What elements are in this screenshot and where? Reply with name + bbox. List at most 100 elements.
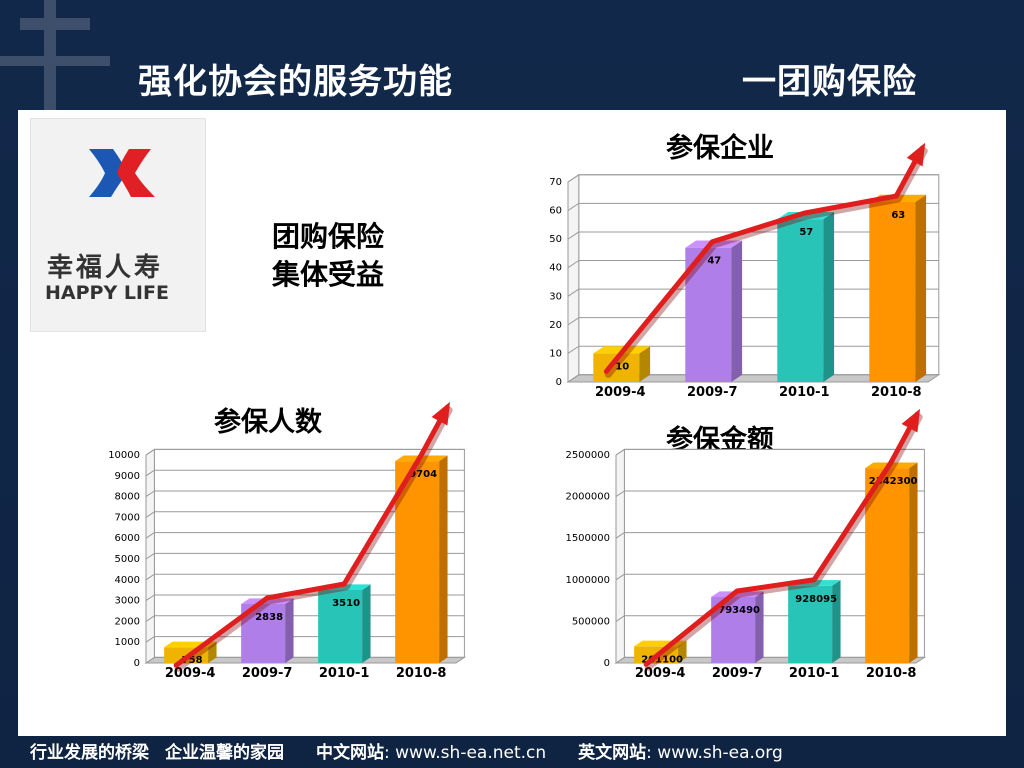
chart-enterprises: 0 10 20 30 40 50 60 70 10 2009-4 47 2009-7 57 2010-1 6… (549, 142, 941, 400)
logo-text-cn: 幸福人寿 (47, 253, 164, 283)
chart-title-insured-people: 参保人数 (214, 407, 322, 438)
bar (865, 468, 910, 663)
slogan-line-1: 团购保险 (272, 220, 385, 253)
gridline-side (615, 532, 625, 539)
y-tick-label: 2000 (115, 616, 140, 627)
gridline-side (567, 288, 580, 297)
gridline-side (567, 345, 580, 354)
footer-tagline-1: 行业发展的桥梁 (30, 743, 149, 763)
y-tick-label: 1000 (115, 637, 140, 648)
gridline-side (567, 202, 580, 211)
bar-value-label: 758 (182, 655, 203, 666)
x-category-label: 2010-1 (779, 385, 830, 400)
y-tick-label: 2500000 (565, 450, 610, 461)
y-tick-label: 30 (549, 291, 562, 302)
chart-insured-people: 0 1000 2000 3000 4000 5000 6000 7000 8000 9000 100… (108, 401, 467, 681)
y-tick-label: 2000000 (565, 492, 610, 503)
y-tick-label: 10 (549, 348, 562, 359)
bar-top (711, 591, 764, 597)
corner-decoration (0, 0, 110, 110)
y-tick-label: 0 (556, 377, 562, 388)
gridline-side (145, 469, 155, 477)
gridline-side (145, 656, 155, 664)
trend-arrow-shadow (644, 413, 923, 671)
x-category-label: 2010-8 (871, 385, 922, 400)
y-tick-label: 0 (134, 658, 140, 669)
footer-en-site-link[interactable]: : www.sh-ea.org (646, 743, 783, 763)
bar (318, 589, 363, 663)
gridline-side (145, 636, 155, 643)
gridline-side (615, 656, 625, 664)
chart-title-enterprises: 参保企业 (666, 133, 774, 164)
gridline-side (615, 448, 625, 456)
trend-arrow-head (901, 408, 921, 433)
y-tick-label: 20 (549, 320, 562, 331)
slogan-line-2: 集体受益 (272, 258, 385, 291)
y-tick-label: 1000000 (565, 575, 610, 586)
bar-value-label: 2838 (255, 612, 283, 623)
trend-arrow-line (603, 145, 925, 374)
bar (788, 585, 833, 663)
happy-life-logo: 幸福人寿 HAPPY LIFE (30, 118, 206, 332)
y-tick-label: 50 (549, 234, 562, 245)
footer-cn-site-label: 中文网站 (316, 743, 384, 763)
bar-value-label: 2342300 (869, 476, 918, 487)
bar-top (685, 240, 743, 248)
x-category-label: 2009-4 (595, 385, 646, 400)
slide-subtitle: 一团购保险 (742, 62, 917, 102)
bar (685, 247, 732, 382)
bar-side (639, 346, 651, 382)
trend-arrow-line (643, 411, 920, 667)
y-tick-label: 6000 (115, 533, 140, 544)
y-tick-label: 3000 (115, 596, 140, 607)
bar-value-label: 928095 (795, 594, 837, 605)
bar-side (208, 641, 217, 663)
slogan: 团购保险 集体受益 (272, 218, 384, 294)
bar-side (915, 194, 927, 382)
bar-value-label: 57 (799, 227, 813, 238)
gridline-side (145, 594, 155, 602)
footer: 行业发展的桥梁 企业温馨的家园 中文网站: www.sh-ea.net.cn 英文网站… (30, 738, 783, 763)
plot-side-wall (567, 173, 580, 383)
x-category-label: 2009-4 (165, 666, 216, 681)
x-category-label: 2009-4 (635, 666, 686, 681)
x-category-label: 2009-7 (242, 666, 293, 681)
y-tick-label: 9000 (115, 471, 140, 482)
bar-value-label: 201100 (641, 654, 683, 665)
gridline-side (567, 317, 580, 326)
y-tick-label: 5000 (115, 554, 140, 565)
gridline-side (567, 174, 580, 183)
gridline-side (145, 448, 155, 456)
bar-side (285, 598, 294, 663)
bar-side (823, 211, 835, 382)
x-category-label: 2010-1 (319, 666, 370, 681)
gridline-side (615, 490, 625, 498)
bar (777, 219, 824, 382)
bar-top (241, 598, 294, 604)
gridline-side (145, 615, 155, 622)
y-tick-label: 1500000 (565, 533, 610, 544)
x-category-label: 2010-8 (396, 666, 447, 681)
y-tick-label: 10000 (108, 450, 140, 461)
bar-value-label: 9704 (409, 469, 437, 480)
x-category-label: 2009-7 (712, 666, 763, 681)
x-category-label: 2010-1 (789, 666, 840, 681)
trend-arrow-head (431, 401, 451, 426)
logo-mark-icon (89, 149, 155, 197)
gridline-side (615, 573, 625, 581)
bar-side (909, 462, 918, 663)
footer-cn-site-link[interactable]: : www.sh-ea.net.cn (384, 743, 547, 763)
y-tick-label: 40 (549, 263, 562, 274)
bar-value-label: 793490 (718, 605, 760, 616)
footer-tagline-2: 企业温馨的家园 (165, 743, 284, 763)
gridline-side (145, 490, 155, 498)
gridline-side (567, 374, 580, 383)
gridline-side (615, 615, 625, 622)
bar-side (832, 580, 841, 663)
bar-value-label: 63 (891, 210, 905, 221)
y-tick-label: 70 (549, 177, 562, 188)
slide-title: 强化协会的服务功能 (138, 62, 453, 102)
bar-side (731, 240, 743, 382)
bar-value-label: 47 (707, 256, 721, 267)
bar-side (755, 591, 764, 663)
